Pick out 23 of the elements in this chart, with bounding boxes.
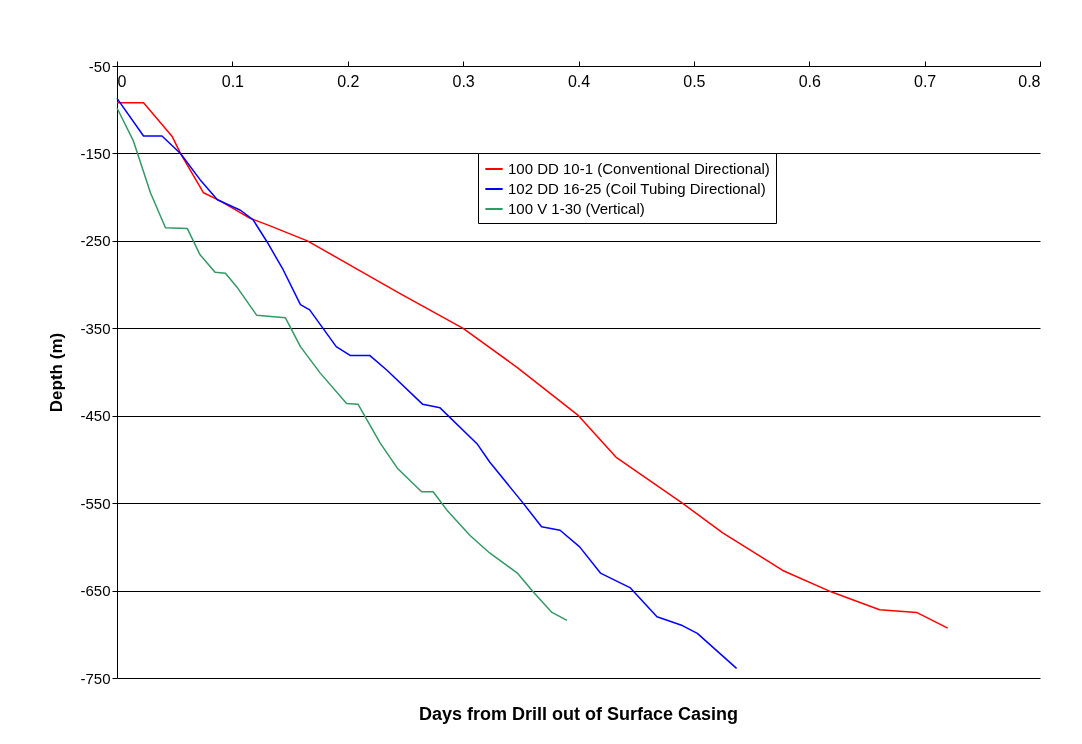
x-tick-label: 0.1 xyxy=(221,72,245,90)
legend-label: 100 DD 10-1 (Conventional Directional) xyxy=(508,160,770,177)
y-tick-label: -50 xyxy=(88,57,111,75)
line-series xyxy=(116,101,949,629)
y-axis-title: Depth (m) xyxy=(47,332,67,413)
y-tick-label: -350 xyxy=(80,319,111,337)
x-tick-label: 0.6 xyxy=(798,72,821,90)
x-tick-label: 0.8 xyxy=(1018,72,1041,90)
y-tick-label: -450 xyxy=(80,407,111,425)
y-tick-label: -650 xyxy=(80,582,111,600)
legend-label: 102 DD 16-25 (Coil Tubing Directional) xyxy=(508,180,766,197)
x-tick-label: 0.3 xyxy=(452,72,475,90)
x-axis-title: Days from Drill out of Surface Casing xyxy=(418,704,739,724)
y-tick-label: -250 xyxy=(80,232,111,250)
y-tick-label: -150 xyxy=(80,144,111,162)
x-tick-label: 0.5 xyxy=(683,72,706,90)
legend-label: 100 V 1-30 (Vertical) xyxy=(508,200,645,217)
y-tick-label: -750 xyxy=(80,669,111,687)
x-tick-label: 0.4 xyxy=(567,72,591,90)
x-tick-label: 0 xyxy=(117,72,127,90)
x-tick-label: 0.7 xyxy=(914,72,937,90)
y-tick-label: -550 xyxy=(80,494,111,512)
x-tick-label: 0.2 xyxy=(337,72,360,90)
